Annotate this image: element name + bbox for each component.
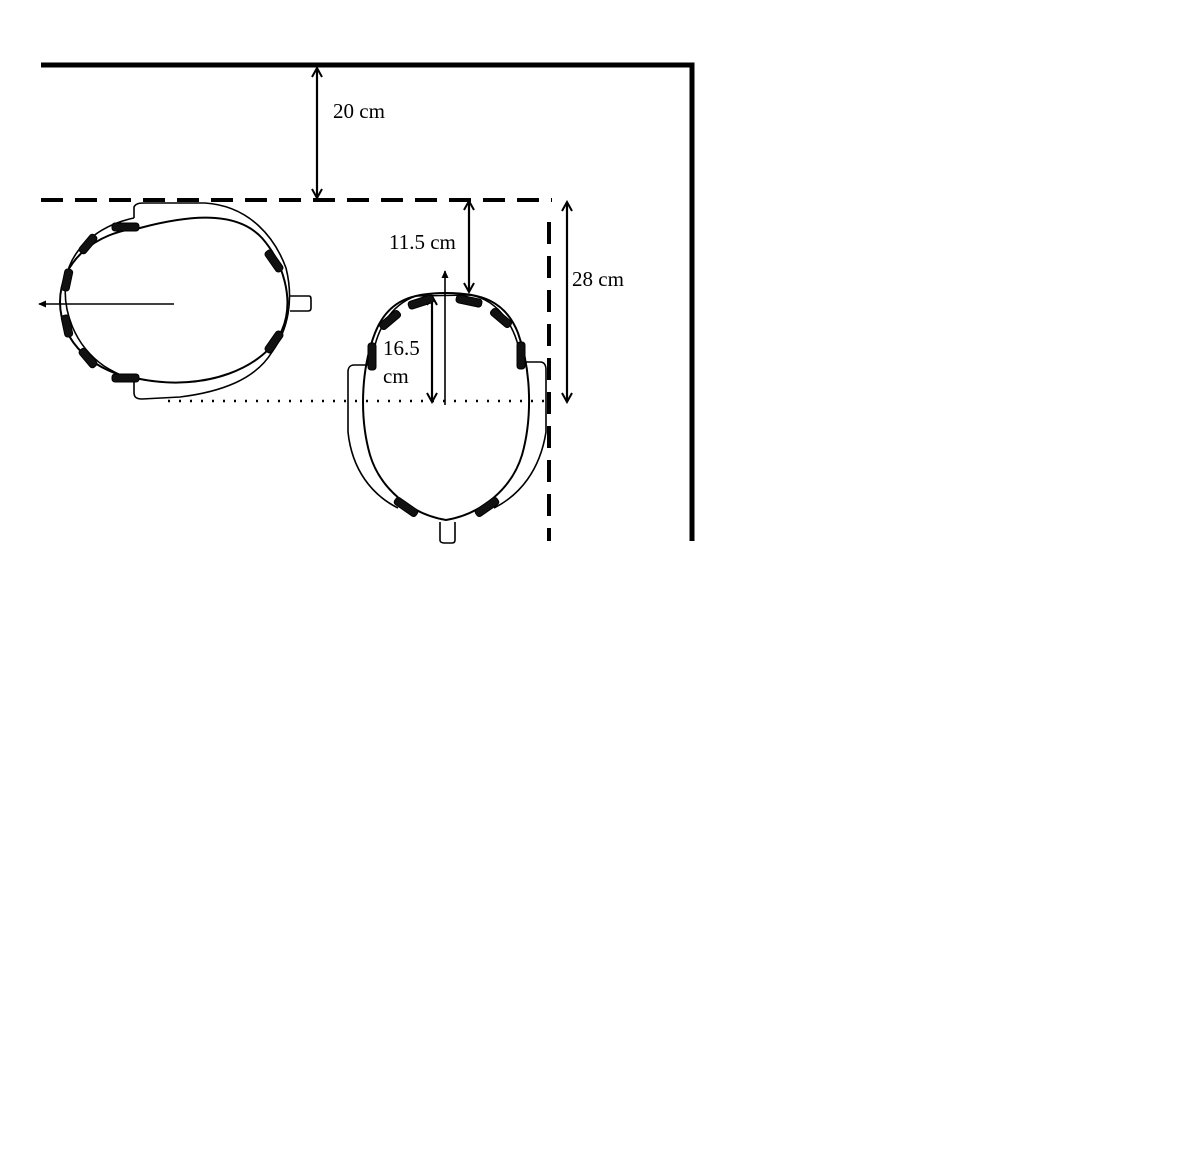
top-gap-label: 11.5 cm (389, 230, 456, 254)
head-depth-label-unit: cm (383, 364, 409, 388)
wall-gap-label: 20 cm (333, 99, 385, 123)
side-gap-label: 28 cm (572, 267, 624, 291)
room-wall (41, 62, 695, 541)
left-head (58, 202, 312, 400)
right-head (347, 291, 547, 544)
head-depth-label-value: 16.5 (383, 336, 420, 360)
